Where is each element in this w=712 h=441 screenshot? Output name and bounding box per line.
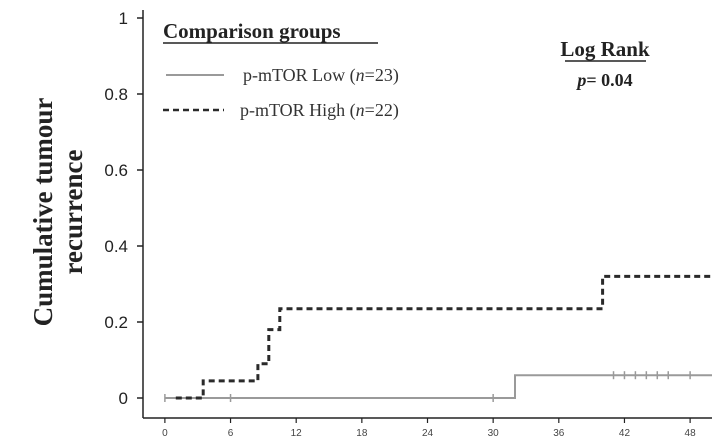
y-tick-label: 0.8 (104, 85, 128, 104)
x-tick-label: 36 (553, 428, 565, 439)
x-tick-label: 24 (422, 428, 434, 439)
x-tick-label: 18 (356, 428, 368, 439)
log-rank-annotation: Log Rank p= 0.04 (560, 37, 650, 90)
series-line-high (175, 274, 712, 400)
legend-label-high-n: n (356, 100, 365, 120)
legend: Comparison groups p-mTOR Low (n=23) p-mT… (163, 19, 399, 121)
y-tick-label: 0.2 (104, 313, 128, 332)
y-axis-label: Cumulative tumour recurrence (28, 98, 88, 327)
series-layer (164, 274, 712, 402)
x-tick-label: 42 (619, 428, 631, 439)
p-value: p= 0.04 (575, 70, 632, 90)
x-tick-label: 0 (162, 428, 168, 439)
log-rank-title: Log Rank (560, 37, 650, 61)
legend-label-high-base: p-mTOR High ( (240, 100, 356, 121)
y-axis-label-line2: recurrence (58, 150, 88, 275)
y-axis-label-line1: Cumulative tumour (28, 98, 58, 327)
legend-label-low-base: p-mTOR Low ( (243, 65, 356, 86)
legend-label-low-n: n (356, 65, 365, 85)
y-tick-label: 0.6 (104, 161, 128, 180)
legend-label-high: p-mTOR High (n=22) (240, 100, 399, 121)
p-value-number: = 0.04 (586, 70, 632, 90)
series-line-low (164, 374, 712, 399)
legend-label-high-tail: =22) (365, 100, 399, 121)
legend-label-low: p-mTOR Low (n=23) (243, 65, 399, 86)
y-ticks: 0 0.2 0.4 0.6 0.8 1 (104, 9, 143, 408)
y-tick-label: 0 (119, 389, 128, 408)
x-tick-label: 30 (488, 428, 500, 439)
legend-label-low-tail: =23) (365, 65, 399, 86)
y-tick-label: 1 (119, 9, 128, 28)
y-tick-label: 0.4 (104, 237, 128, 256)
p-value-prefix: p (575, 70, 586, 90)
x-tick-label: 6 (228, 428, 234, 439)
x-tick-label: 12 (291, 428, 303, 439)
x-ticks: 0 6 12 18 24 30 36 42 48 (162, 418, 696, 439)
x-tick-label: 48 (685, 428, 697, 439)
legend-title: Comparison groups (163, 19, 341, 43)
